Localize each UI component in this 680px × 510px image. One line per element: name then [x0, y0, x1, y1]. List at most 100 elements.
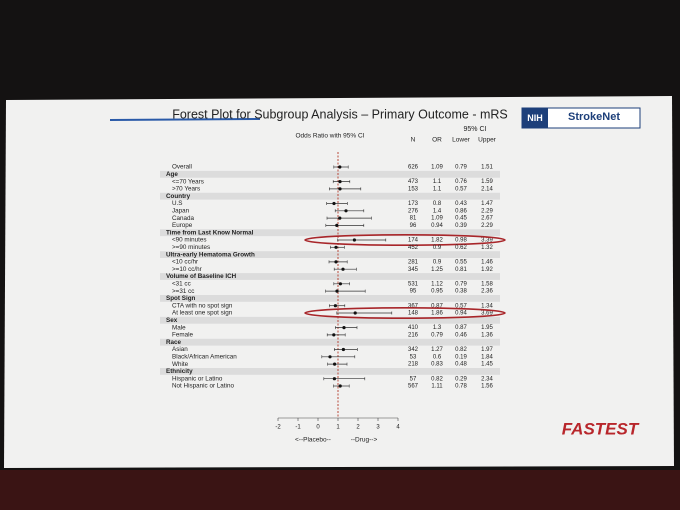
lower-value: 0.62	[455, 245, 467, 251]
n-value: 410	[408, 325, 419, 331]
or-value: 0.82	[431, 376, 443, 382]
n-value: 281	[408, 259, 419, 265]
point-estimate	[338, 216, 342, 220]
row-label: Japan	[172, 207, 190, 214]
row-label: >=31 cc	[172, 288, 194, 295]
title-rule	[109, 118, 261, 121]
point-estimate	[341, 267, 345, 271]
n-value: 173	[408, 201, 419, 207]
lower-value: 0.79	[455, 281, 467, 287]
row-label: Asian	[172, 346, 188, 353]
stage-edge	[0, 470, 680, 510]
n-value: 57	[410, 376, 417, 382]
axis-title: Odds Ratio with 95% CI	[295, 133, 364, 140]
upper-value: 3.39	[481, 238, 493, 244]
upper-value: 1.56	[481, 384, 493, 390]
upper-value: 1.95	[481, 325, 493, 331]
chart-title: Forest Plot for Subgroup Analysis – Prim…	[172, 107, 508, 121]
row-label: Hispanic or Latino	[172, 375, 223, 382]
or-value: 0.83	[431, 362, 443, 368]
group-label: Spot Sign	[166, 295, 196, 302]
n-value: 276	[408, 208, 419, 214]
strokenet-text: StrokeNet	[568, 111, 620, 123]
x-tick-label: 0	[316, 425, 320, 431]
upper-value: 1.36	[481, 332, 493, 338]
n-value: 218	[408, 362, 419, 368]
n-value: 367	[408, 303, 419, 309]
row-label: At least one spot sign	[172, 310, 233, 317]
x-tick-label: 2	[356, 425, 360, 431]
upper-value: 2.14	[481, 186, 493, 192]
row-label: <90 minutes	[172, 237, 206, 244]
lower-value: 0.43	[455, 201, 467, 207]
lower-value: 0.76	[455, 179, 467, 185]
upper-value: 1.59	[481, 179, 493, 185]
lower-value: 0.57	[455, 186, 467, 192]
row-label: Female	[172, 332, 193, 339]
point-estimate	[344, 209, 348, 213]
n-value: 531	[408, 281, 419, 287]
n-value: 473	[408, 179, 419, 185]
group-band	[160, 338, 500, 346]
lower-value: 0.45	[455, 216, 467, 222]
upper-value: 1.46	[481, 259, 493, 265]
row-label: <31 cc	[172, 280, 191, 287]
point-estimate	[332, 377, 336, 381]
row-label: Europe	[172, 222, 193, 229]
point-estimate	[338, 187, 342, 191]
lower-value: 0.86	[455, 208, 467, 214]
row-label: Overall	[172, 164, 192, 171]
lower-value: 0.81	[455, 267, 467, 273]
point-estimate	[341, 347, 345, 352]
n-value: 216	[408, 332, 419, 338]
group-label: Volume of Baseline ICH	[166, 273, 237, 280]
or-value: 1.3	[433, 325, 442, 331]
n-value: 174	[408, 238, 419, 244]
lower-value: 0.82	[455, 347, 467, 353]
group-label: Sex	[166, 317, 178, 324]
n-value: 81	[410, 216, 417, 222]
n-value: 96	[410, 223, 417, 229]
highlight-ring	[304, 234, 506, 247]
group-label: Ethnicity	[166, 368, 193, 375]
upper-value: 2.29	[481, 223, 493, 229]
upper-value: 3.69	[481, 311, 493, 317]
or-value: 1.86	[431, 311, 443, 317]
or-value: 0.6	[433, 354, 442, 360]
or-value: 0.8	[433, 201, 442, 207]
or-value: 1.12	[431, 281, 443, 287]
row-label: <=70 Years	[172, 178, 204, 185]
row-label: Canada	[172, 215, 195, 222]
upper-header: Upper	[478, 137, 497, 144]
ci-header: 95% CI	[464, 126, 487, 133]
nih-badge	[522, 108, 548, 128]
or-value: 1.25	[431, 267, 443, 273]
row-label: CTA with no spot sign	[172, 302, 233, 309]
or-value: 0.87	[431, 303, 443, 309]
upper-value: 1.45	[481, 362, 493, 368]
x-tick-label: 4	[396, 425, 400, 431]
point-estimate	[338, 180, 342, 184]
n-value: 567	[408, 384, 419, 390]
group-label: Ultra-early Hematoma Growth	[166, 251, 255, 258]
or-header: OR	[432, 137, 442, 144]
lower-value: 0.55	[455, 259, 467, 265]
lower-header: Lower	[452, 137, 471, 144]
lower-value: 0.57	[455, 303, 467, 309]
point-estimate	[334, 245, 338, 249]
point-estimate	[332, 201, 336, 206]
upper-value: 1.84	[481, 354, 493, 360]
or-value: 1.09	[431, 165, 443, 171]
x-tick-label: 1	[336, 425, 340, 431]
row-label: U.S	[172, 200, 183, 207]
x-tick-label: -1	[295, 425, 301, 431]
point-estimate	[338, 165, 342, 169]
upper-value: 2.67	[481, 216, 493, 222]
lower-value: 0.48	[455, 362, 467, 368]
group-band	[160, 368, 500, 375]
n-value: 626	[408, 165, 419, 171]
n-value: 342	[408, 347, 419, 353]
nih-text: NIH	[527, 113, 543, 123]
